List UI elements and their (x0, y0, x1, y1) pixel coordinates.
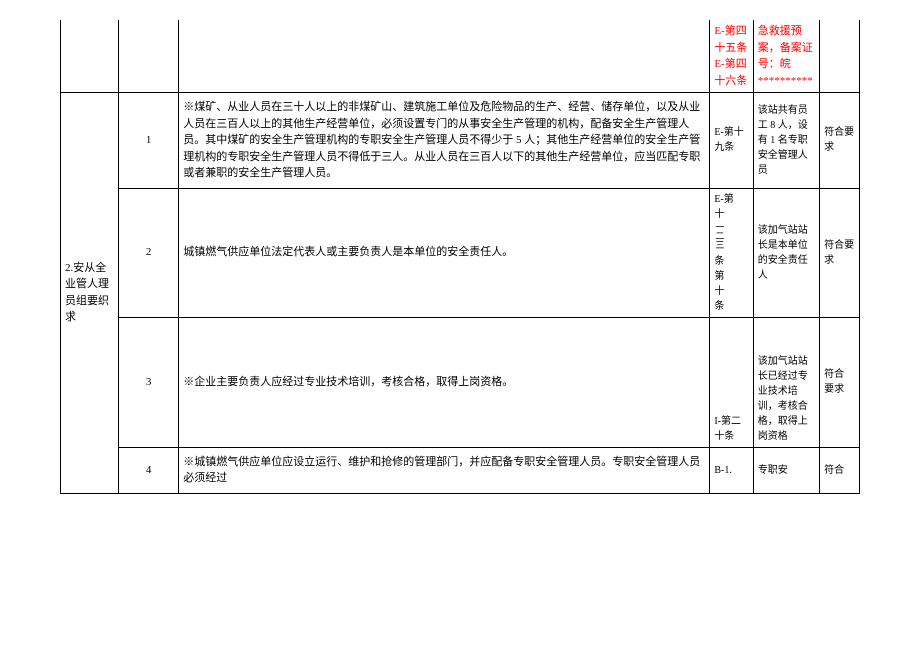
table-row: 3 ※企业主要负责人应经过专业技术培训，考核合格，取得上岗资格。 I-第二十条 … (61, 317, 860, 447)
table-row: 2 城镇燃气供应单位法定代表人或主要负责人是本单位的安全责任人。 E-第十一二三… (61, 188, 860, 317)
cell-ref-top: E-第四十五条 E-第四十六条 (710, 20, 753, 93)
requirements-table: E-第四十五条 E-第四十六条 急救援预案，备案证号：皖********** 2… (60, 20, 860, 494)
table-row: 4 ※城镇燃气供应单位应设立运行、维护和抢修的管理部门，并应配备专职安全管理人员… (61, 447, 860, 493)
cell-status-top: 急救援预案，备案证号：皖********** (753, 20, 819, 93)
cell-blank (61, 20, 119, 93)
cell-result: 符合 要求 (820, 317, 860, 447)
cell-content: ※城镇燃气供应单位应设立运行、维护和抢修的管理部门，并应配备专职安全管理人员。专… (179, 447, 710, 493)
cell-ref: E-第十一二三条第十条 (710, 188, 753, 317)
table-row: 2.安从全业管人理员组要织求 1 ※煤矿、从业人员在三十人以上的非煤矿山、建筑施… (61, 93, 860, 189)
cell-ref: E-第十九条 (710, 93, 753, 189)
cell-status: 该加气站站长是本单位的安全责任人 (753, 188, 819, 317)
cell-status: 专职安 (753, 447, 819, 493)
cell-ref: B-1. (710, 447, 753, 493)
cell-blank (179, 20, 710, 93)
cell-blank (118, 20, 178, 93)
cell-content: 城镇燃气供应单位法定代表人或主要负责人是本单位的安全责任人。 (179, 188, 710, 317)
cell-result: 符合要求 (820, 93, 860, 189)
cell-content: ※企业主要负责人应经过专业技术培训，考核合格，取得上岗资格。 (179, 317, 710, 447)
cell-result: 符合 (820, 447, 860, 493)
cell-num: 1 (118, 93, 178, 189)
cell-num: 2 (118, 188, 178, 317)
table-row-top: E-第四十五条 E-第四十六条 急救援预案，备案证号：皖********** (61, 20, 860, 93)
cell-content: ※煤矿、从业人员在三十人以上的非煤矿山、建筑施工单位及危险物品的生产、经营、储存… (179, 93, 710, 189)
cell-blank (820, 20, 860, 93)
cell-num: 4 (118, 447, 178, 493)
cell-status: 该加气站站长已经过专业技术培训，考核合格，取得上岗资格 (753, 317, 819, 447)
cell-ref: I-第二十条 (710, 317, 753, 447)
cell-result: 符合要求 (820, 188, 860, 317)
cell-category: 2.安从全业管人理员组要织求 (61, 93, 119, 494)
cell-status: 该站共有员工 8 人，设有 1 名专职安全管理人员 (753, 93, 819, 189)
cell-num: 3 (118, 317, 178, 447)
